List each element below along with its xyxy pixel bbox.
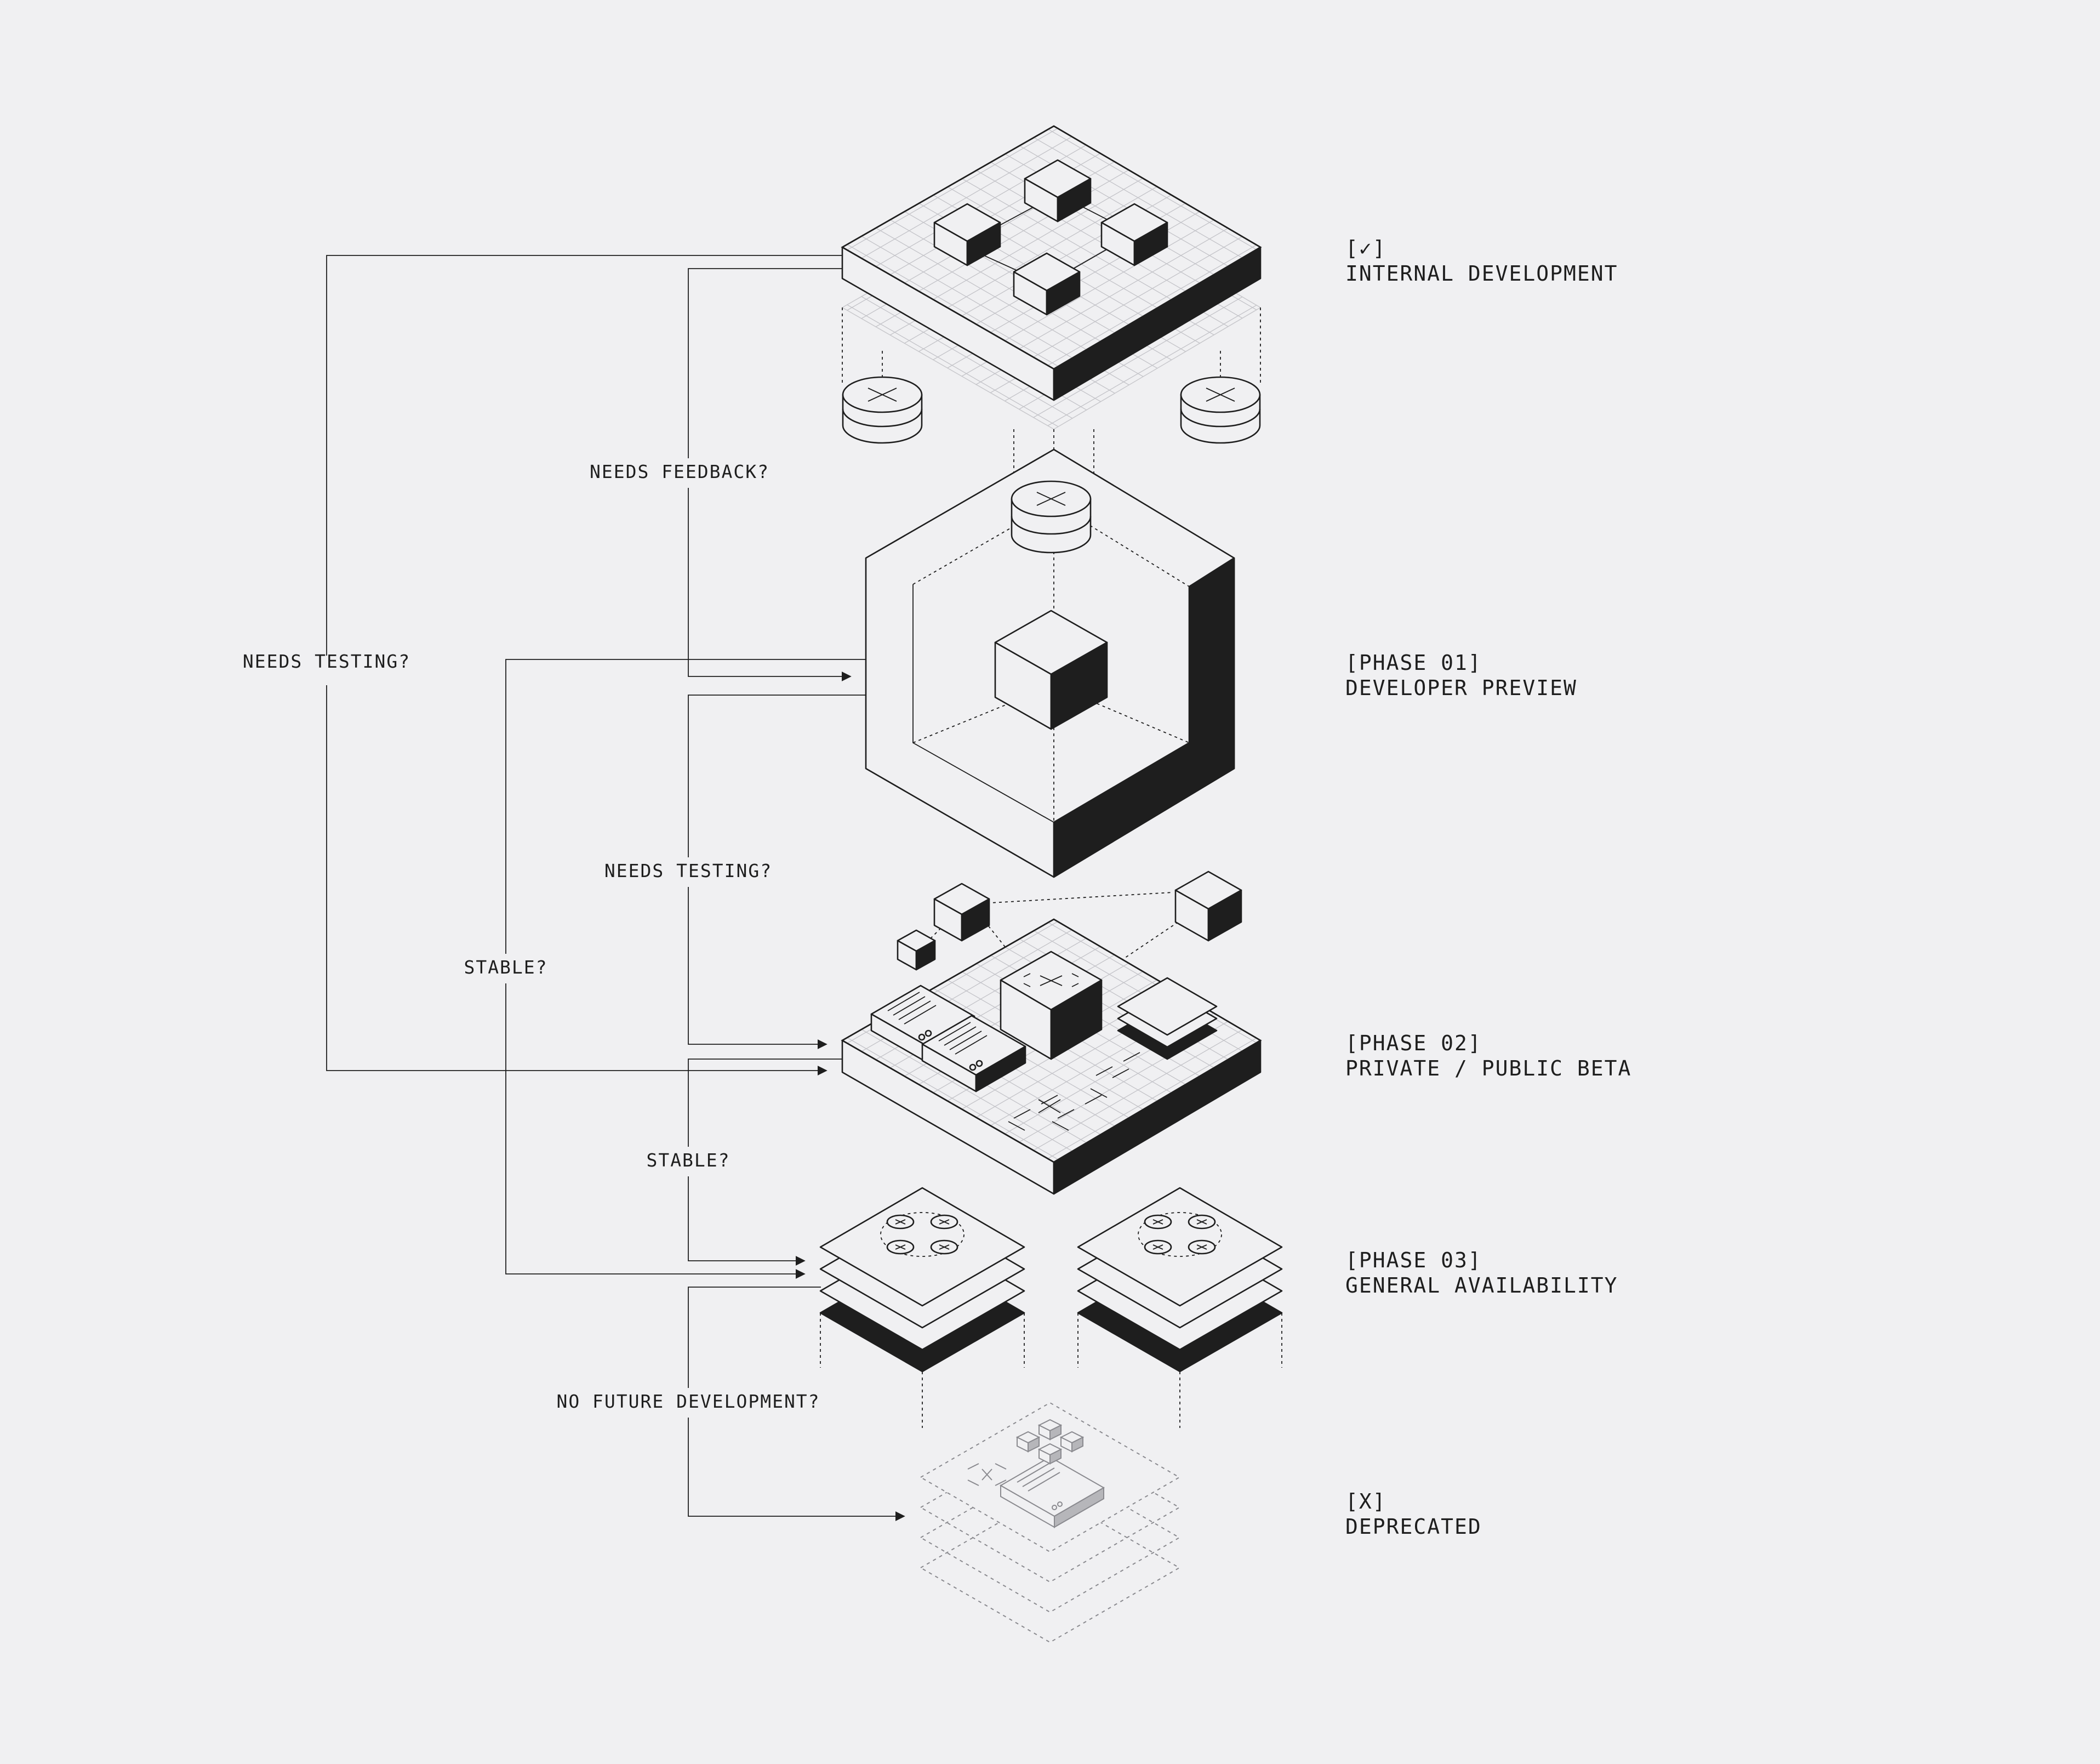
floating-cube [897,929,936,971]
phase-internal-development: [✓] INTERNAL DEVELOPMENT [1345,236,1618,286]
phase-developer-preview: [PHASE 01] DEVELOPER PREVIEW [1345,651,1577,700]
developer-preview-illustration [865,448,1235,878]
central-module-cube [1000,951,1103,1060]
flow-connectors [326,255,904,1516]
core-cube [994,610,1108,730]
phase-general-availability: [PHASE 03] GENERAL AVAILABILITY [1345,1248,1618,1298]
phase-name: PRIVATE / PUBLIC BETA [1345,1056,1631,1080]
phase-name: INTERNAL DEVELOPMENT [1345,261,1618,286]
database-icon [1180,376,1261,444]
module-block [1100,203,1168,266]
label-needs-feedback: NEEDS FEEDBACK? [590,461,769,482]
phase-beta: [PHASE 02] PRIVATE / PUBLIC BETA [1345,1031,1631,1080]
ga-stack-left [819,1187,1025,1428]
phase-deprecated: [X] DEPRECATED [1345,1489,1482,1539]
database-icon [1011,480,1092,554]
floating-cube [1174,870,1242,942]
label-needs-testing-outer: NEEDS TESTING? [243,651,410,672]
ga-illustration [819,1187,1283,1428]
label-stable-outer: STABLE? [464,957,547,978]
connector-stable-inner [688,1059,842,1261]
phase-tag: [✓] [1345,236,1386,260]
label-no-future-dev: NO FUTURE DEVELOPMENT? [556,1391,820,1412]
connector-stable-outer [505,659,866,1274]
phase-name: DEVELOPER PREVIEW [1345,676,1577,700]
connector-needs-testing-inner [688,695,866,1044]
phase-tag: [PHASE 01] [1345,651,1482,675]
module-block [1024,159,1092,223]
module-block [1013,252,1081,316]
connector-needs-feedback [688,268,851,676]
phase-name: DEPRECATED [1345,1515,1482,1539]
deprecated-illustration [919,1402,1181,1643]
document-card [921,1015,1026,1092]
label-stable-inner: STABLE? [646,1150,730,1171]
phase-name: GENERAL AVAILABILITY [1345,1273,1618,1298]
phase-tag: [PHASE 02] [1345,1031,1482,1055]
phase-tag: [PHASE 03] [1345,1248,1482,1272]
label-needs-testing-inner: NEEDS TESTING? [604,860,772,881]
database-icon [842,376,923,444]
internal-development-illustration [841,125,1262,482]
module-block [933,203,1001,266]
phase-tag: [X] [1345,1489,1386,1513]
layer-stack [1117,977,1218,1060]
floating-cube [933,883,990,942]
ga-stack-right [1077,1187,1283,1428]
connector-needs-testing-outer [326,255,842,1071]
beta-illustration [841,870,1262,1195]
connector-no-future-dev [688,1287,904,1516]
